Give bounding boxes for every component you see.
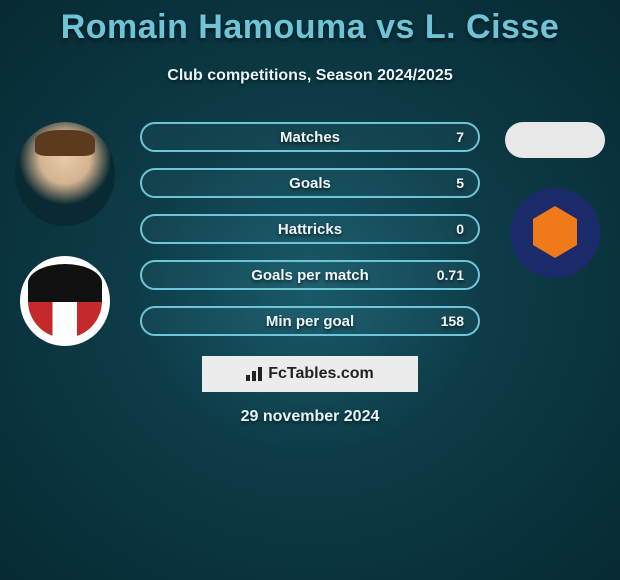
brand-label: FcTables.com: [268, 365, 374, 383]
stat-right-value: 158: [441, 313, 464, 329]
stat-label: Goals: [289, 175, 331, 192]
left-club-badge: [20, 256, 110, 346]
left-player-photo: [15, 122, 115, 226]
left-column: [10, 122, 120, 346]
stat-row-mpg: Min per goal 158: [140, 306, 480, 336]
page-title: Romain Hamouma vs L. Cisse: [0, 0, 620, 47]
stat-row-matches: Matches 7: [140, 122, 480, 152]
right-club-badge: [510, 188, 600, 278]
stat-label: Min per goal: [266, 313, 354, 330]
stat-label: Matches: [280, 129, 340, 146]
stat-right-value: 7: [456, 129, 464, 145]
brand-box[interactable]: FcTables.com: [202, 356, 418, 392]
stat-label: Hattricks: [278, 221, 342, 238]
stat-right-value: 0: [456, 221, 464, 237]
stat-row-goals: Goals 5: [140, 168, 480, 198]
right-column: [500, 122, 610, 278]
stat-row-gpm: Goals per match 0.71: [140, 260, 480, 290]
date-label: 29 november 2024: [0, 408, 620, 426]
bar-chart-icon: [246, 367, 264, 381]
stat-row-hattricks: Hattricks 0: [140, 214, 480, 244]
stats-panel: Matches 7 Goals 5 Hattricks 0 Goals per …: [140, 122, 480, 336]
stat-right-value: 0.71: [437, 267, 464, 283]
subtitle: Club competitions, Season 2024/2025: [0, 67, 620, 85]
stat-right-value: 5: [456, 175, 464, 191]
face-icon: [15, 122, 115, 226]
stat-label: Goals per match: [251, 267, 369, 284]
right-player-photo: [505, 122, 605, 158]
badge-detail-icon: [28, 264, 102, 302]
